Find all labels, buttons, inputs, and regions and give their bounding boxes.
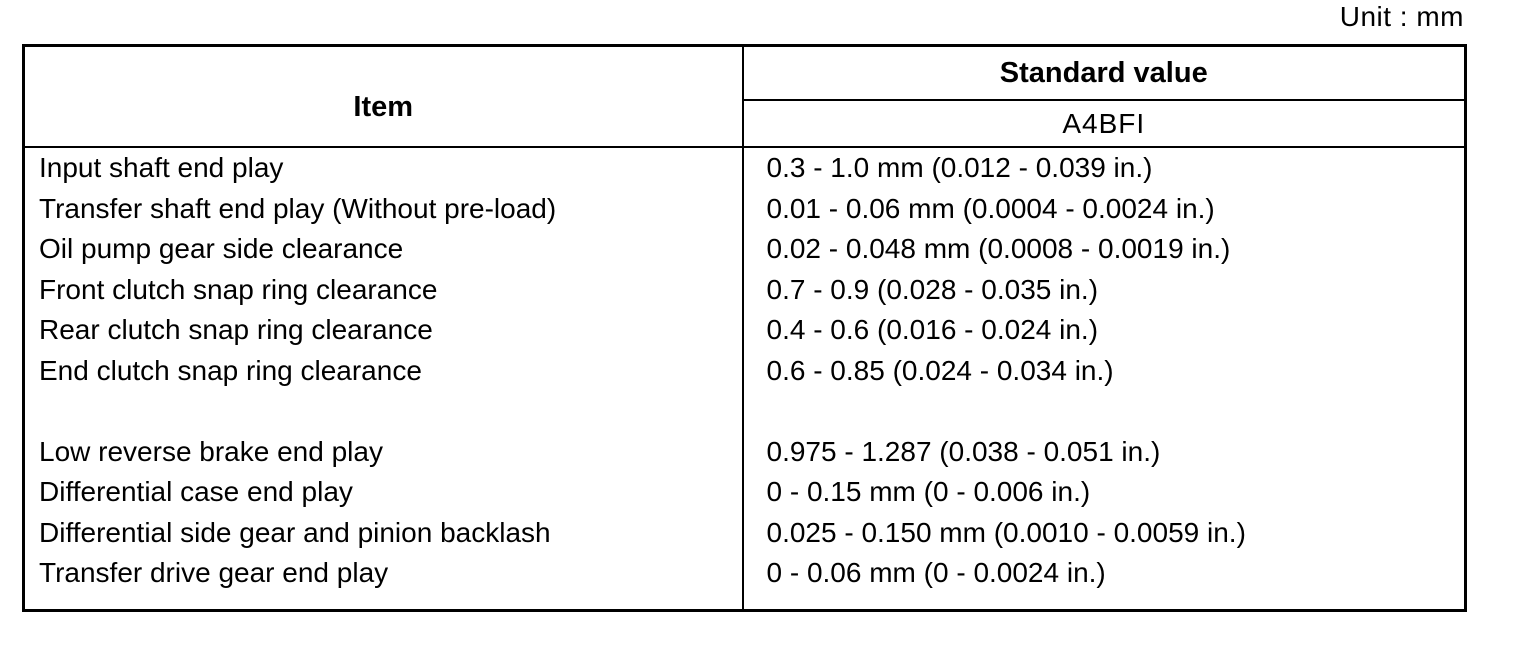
item-cell: Oil pump gear side clearance bbox=[39, 233, 404, 264]
standard-value-header: Standard value bbox=[742, 45, 1466, 101]
item-cell: End clutch snap ring clearance bbox=[39, 354, 422, 386]
table-row: Low reverse brake end play 0.975 - 1.287… bbox=[24, 431, 1466, 472]
value-cell: 0.025 - 0.150 mm (0.0010 - 0.0059 in.) bbox=[741, 512, 1466, 553]
table-row: Front clutch snap ring clearance 0.7 - 0… bbox=[24, 269, 1466, 310]
item-cell bbox=[24, 391, 743, 432]
table-row: Differential case end play 0 - 0.15 mm (… bbox=[24, 472, 1466, 513]
unit-label: Unit : mm bbox=[1339, 1, 1464, 32]
table-row bbox=[24, 391, 1466, 432]
item-cell: Differential case end play bbox=[39, 476, 353, 507]
value-cell: 0.02 - 0.048 mm (0.0008 - 0.0019 in.) bbox=[741, 229, 1466, 270]
item-cell: Front clutch snap ring clearance bbox=[39, 273, 438, 305]
value-cell: 0.01 - 0.06 mm (0.0004 - 0.0024 in.) bbox=[741, 188, 1466, 229]
table-row: Transfer shaft end play (Without pre-loa… bbox=[24, 188, 1466, 229]
value-cell: 0.6 - 0.85 (0.024 - 0.034 in.) bbox=[741, 350, 1466, 391]
item-cell: Differential side gear and pinion backla… bbox=[39, 516, 551, 548]
table-header: Item Standard value A4BFI bbox=[23, 45, 1466, 148]
table-row: Oil pump gear side clearance 0.02 - 0.04… bbox=[24, 229, 1466, 270]
model-header: A4BFI bbox=[742, 100, 1466, 148]
value-cell: 0.4 - 0.6 (0.016 - 0.024 in.) bbox=[741, 310, 1466, 351]
table-body: Input shaft end play 0.3 - 1.0 mm (0.012… bbox=[24, 147, 1466, 610]
item-cell: Transfer shaft end play (Without pre-loa… bbox=[39, 192, 557, 224]
table-row: Differential side gear and pinion backla… bbox=[24, 512, 1466, 553]
value-cell bbox=[741, 391, 1466, 432]
value-cell: 0 - 0.15 mm (0 - 0.006 in.) bbox=[741, 472, 1466, 513]
item-cell: Rear clutch snap ring clearance bbox=[39, 314, 433, 345]
table-row: Input shaft end play 0.3 - 1.0 mm (0.012… bbox=[24, 147, 1466, 189]
item-cell: Input shaft end play bbox=[39, 152, 284, 183]
table-row: End clutch snap ring clearance 0.6 - 0.8… bbox=[24, 350, 1466, 391]
specification-table: Item Standard value A4BFI Input shaft en… bbox=[22, 44, 1467, 612]
table-row: Rear clutch snap ring clearance 0.4 - 0.… bbox=[24, 310, 1466, 351]
value-cell: 0.975 - 1.287 (0.038 - 0.051 in.) bbox=[741, 431, 1466, 472]
value-cell: 0 - 0.06 mm (0 - 0.0024 in.) bbox=[741, 553, 1466, 610]
item-column-header: Item bbox=[23, 45, 744, 148]
value-cell: 0.7 - 0.9 (0.028 - 0.035 in.) bbox=[741, 269, 1466, 310]
value-cell: 0.3 - 1.0 mm (0.012 - 0.039 in.) bbox=[741, 147, 1466, 189]
item-cell: Low reverse brake end play bbox=[39, 435, 383, 467]
table-row: Transfer drive gear end play 0 - 0.06 mm… bbox=[24, 553, 1466, 610]
item-cell: Transfer drive gear end play bbox=[39, 557, 389, 588]
